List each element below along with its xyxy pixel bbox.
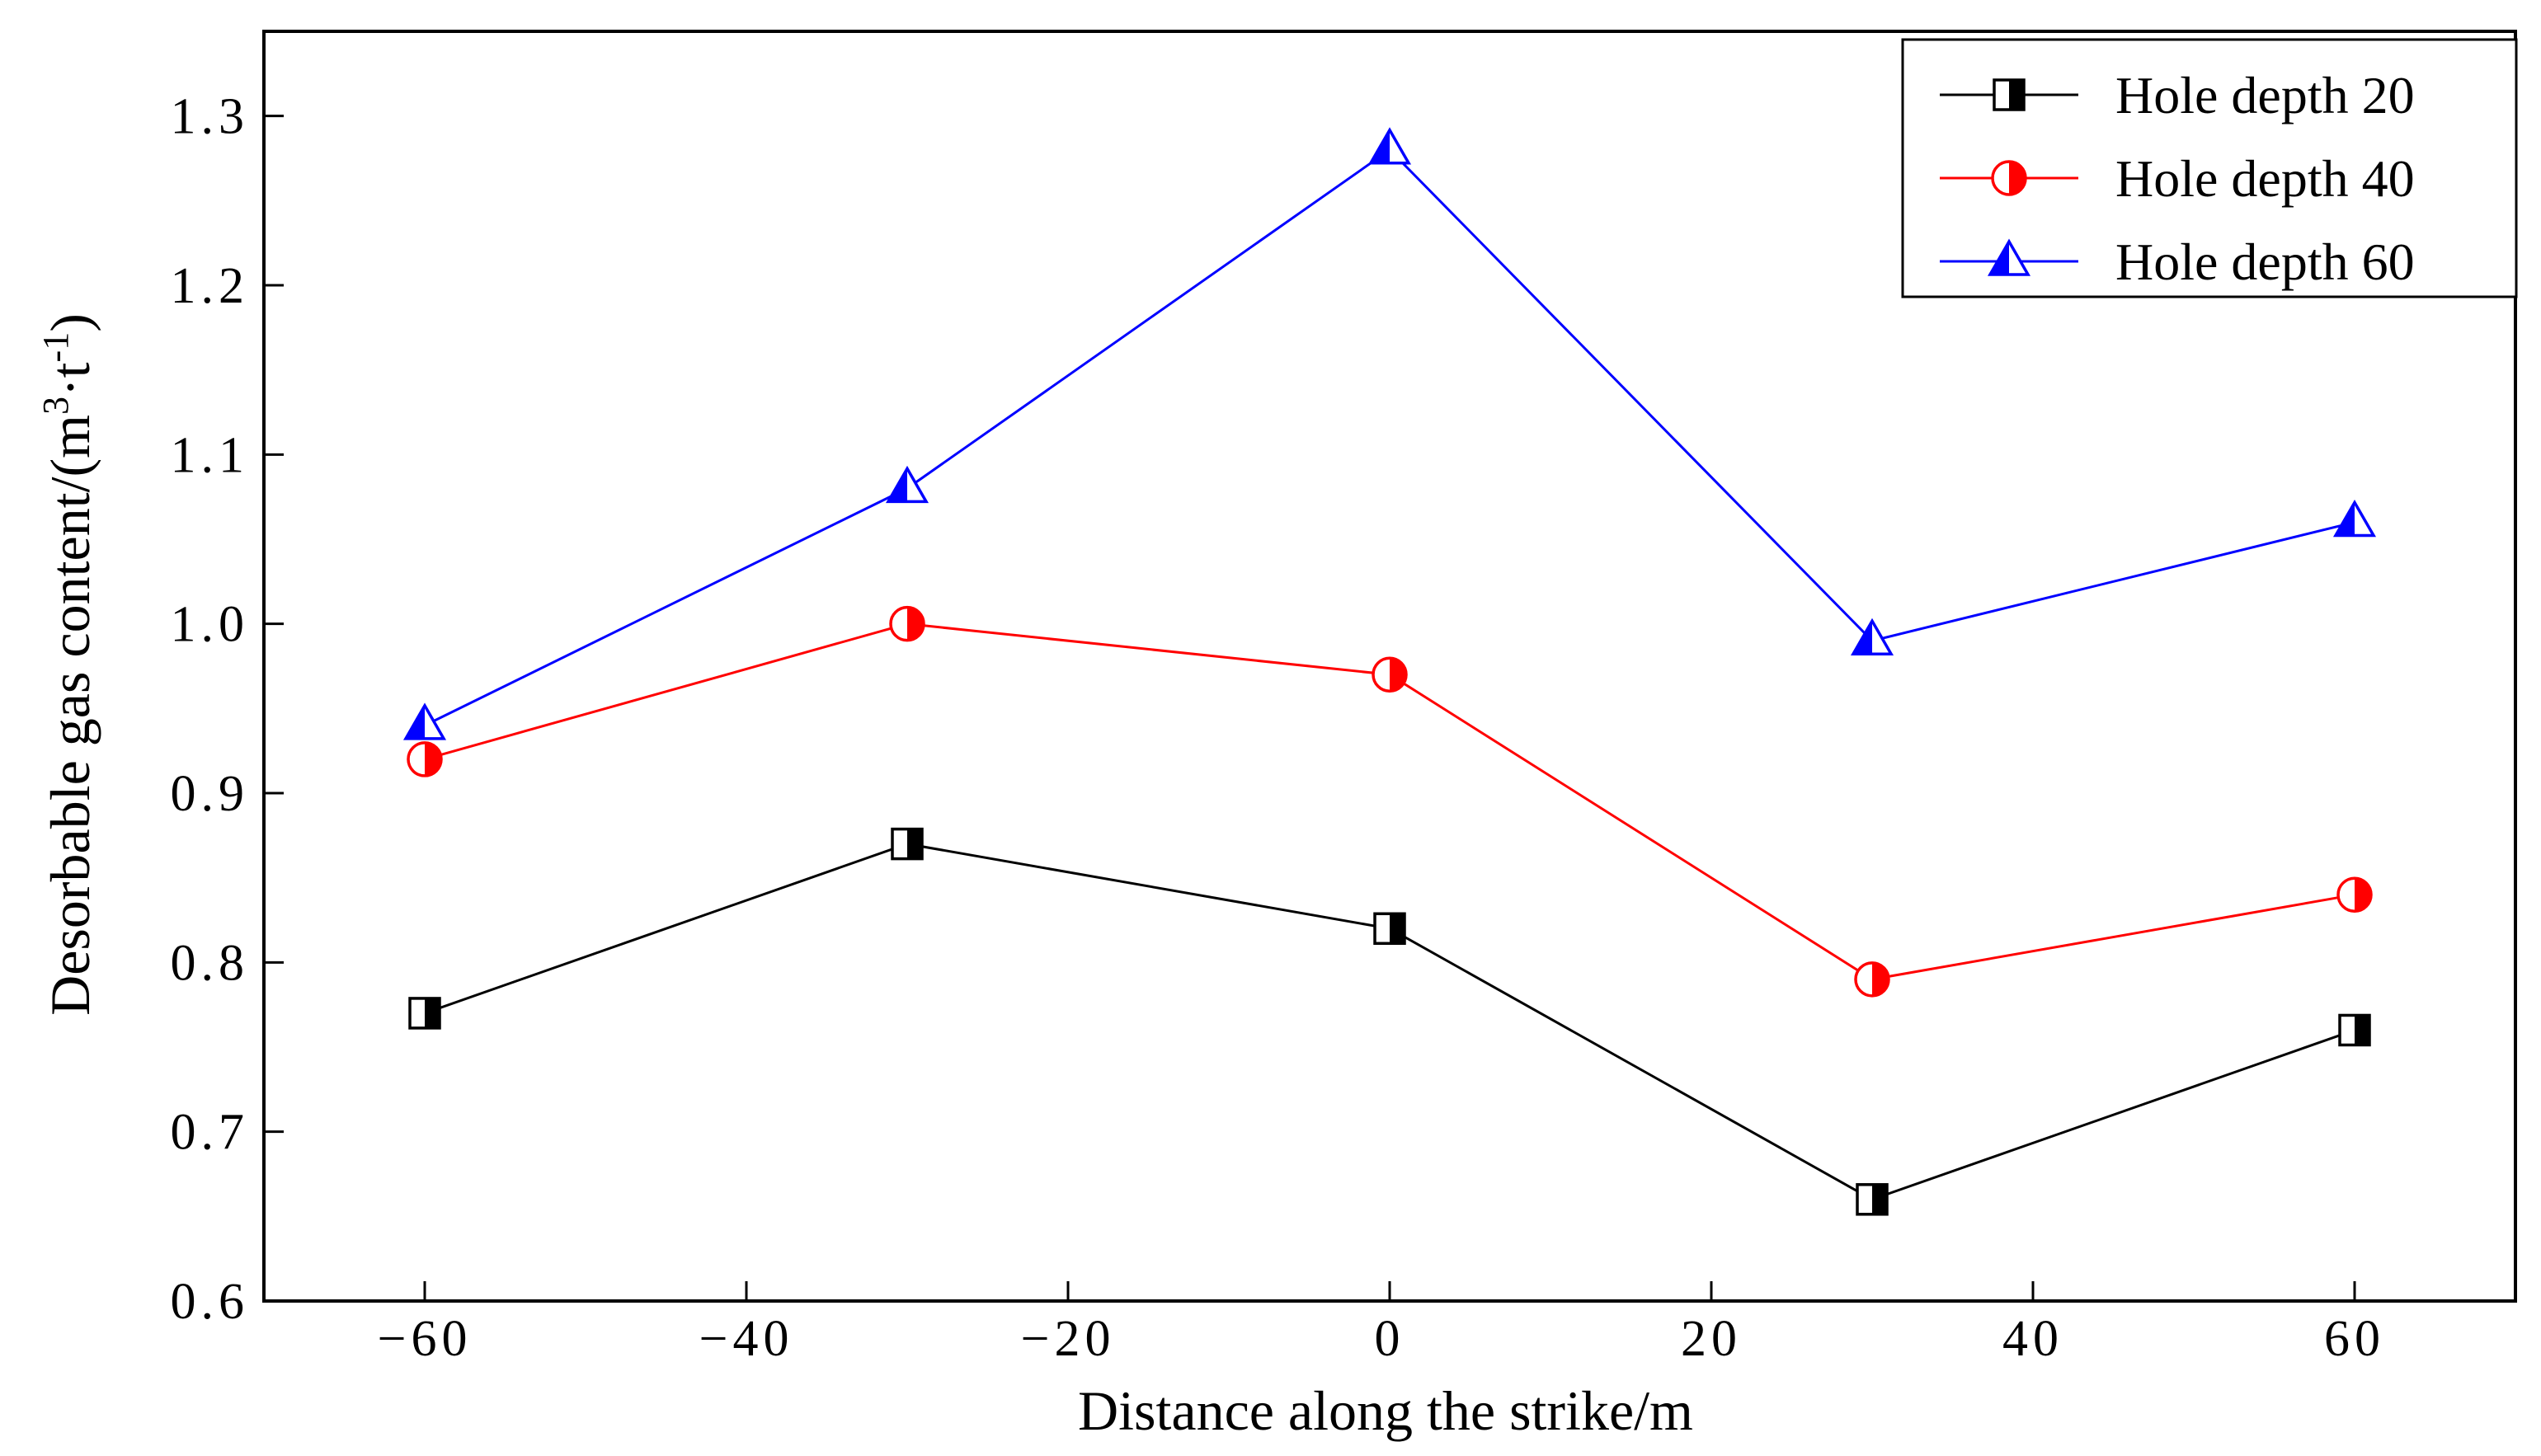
data-point-series-3 (885, 465, 929, 504)
y-tick-label: 1.0 (171, 597, 250, 653)
y-tick-label: 0.7 (171, 1105, 250, 1161)
legend-marker (1987, 238, 2031, 276)
y-tick-label: 1.1 (171, 427, 250, 483)
legend-label: Hole depth 40 (2115, 149, 2415, 208)
data-point-series-1 (2338, 1013, 2371, 1047)
x-tick-label: 40 (2002, 1311, 2063, 1367)
legend-marker (1993, 78, 2026, 111)
y-axis-title: Desorbable gas content/(m3·t-1) (35, 313, 101, 1016)
data-point-series-1 (1373, 912, 1406, 946)
data-point-series-2 (1372, 656, 1408, 693)
data-point-series-3 (1850, 618, 1894, 655)
data-point-series-3 (402, 702, 447, 740)
legend-label: Hole depth 60 (2115, 232, 2415, 291)
x-tick-label: −60 (378, 1311, 473, 1367)
y-tick-label: 0.9 (171, 766, 250, 822)
legend: Hole depth 20 Hole depth 40 Hole depth 60 (1901, 38, 2518, 298)
x-tick-label: 20 (1681, 1311, 1742, 1367)
axis-ticks (264, 115, 2356, 1303)
y-axis-title-sup1: 3 (35, 397, 76, 415)
legend-label: Hole depth 20 (2115, 66, 2415, 124)
data-point-series-2 (407, 741, 443, 777)
y-axis-title-mid: ·t (39, 362, 101, 397)
y-axis-title-end: ) (39, 313, 101, 332)
x-tick-label: −20 (1021, 1311, 1116, 1367)
data-point-series-1 (408, 997, 441, 1030)
series-line-1 (424, 843, 2355, 1201)
y-tick-label: 1.2 (171, 258, 250, 314)
y-tick-label: 0.8 (171, 935, 250, 991)
data-point-series-2 (889, 605, 925, 642)
y-axis-title-sup2: -1 (35, 332, 76, 363)
y-axis-title-main: Desorbable gas content/(m (39, 415, 101, 1016)
data-point-series-2 (1854, 961, 1890, 998)
series-layer (402, 127, 2377, 1216)
data-point-series-3 (2332, 499, 2377, 538)
y-tick-label: 1.3 (171, 89, 250, 145)
legend-marker (1991, 160, 2027, 196)
data-point-series-2 (2336, 876, 2373, 913)
x-tick-label: −40 (699, 1311, 794, 1367)
tick-labels: −60 −40 −20 0 20 40 60 0.6 0.7 0.8 0.9 1.0 1.1 1.2 1.3 (171, 89, 2385, 1367)
y-tick-label: 0.6 (171, 1274, 250, 1330)
data-point-series-3 (1367, 127, 1412, 165)
x-tick-label: 0 (1375, 1311, 1405, 1367)
data-point-series-1 (1856, 1183, 1889, 1216)
x-tick-label: 60 (2324, 1311, 2385, 1367)
x-axis-title: Distance along the strike/m (1078, 1379, 1693, 1442)
plot-area-frame (262, 30, 2517, 1303)
data-point-series-1 (891, 827, 924, 861)
